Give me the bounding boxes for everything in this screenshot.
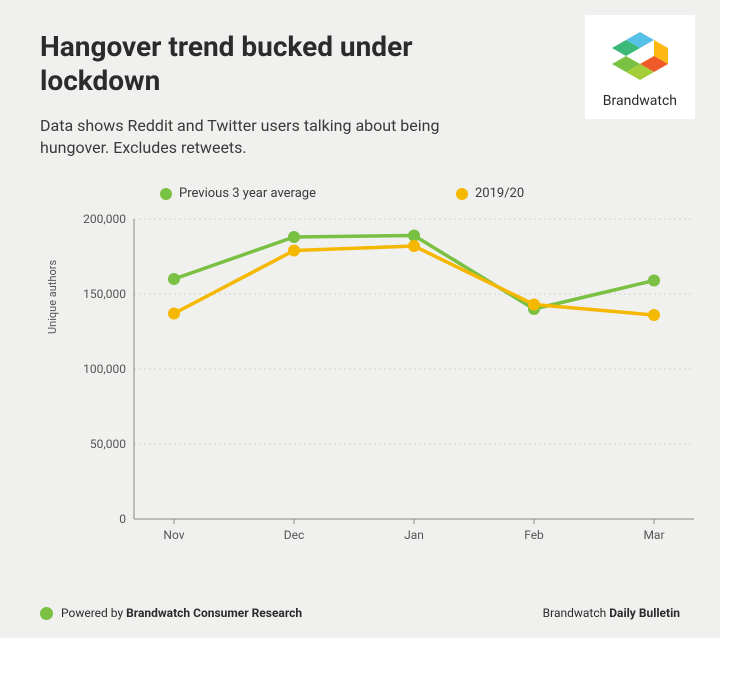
svg-text:Dec: Dec bbox=[284, 528, 305, 542]
svg-text:0: 0 bbox=[119, 512, 126, 526]
footer-dot-icon bbox=[40, 607, 53, 620]
footer-prefix: Powered by bbox=[61, 606, 126, 620]
y-axis-label: Unique authors bbox=[46, 260, 59, 334]
title-block: Hangover trend bucked under lockdown Dat… bbox=[40, 30, 460, 158]
footer-right: Brandwatch Daily Bulletin bbox=[543, 606, 680, 620]
chart-title: Hangover trend bucked under lockdown bbox=[40, 30, 460, 97]
svg-text:100,000: 100,000 bbox=[83, 362, 126, 376]
legend-dot-icon bbox=[160, 188, 172, 200]
footer-brand: Brandwatch Consumer Research bbox=[126, 606, 302, 620]
line-chart-svg: 0 50,000 100,000 150,000 200,000 Nov Dec Jan Feb… bbox=[74, 209, 704, 549]
chart-legend: Previous 3 year average 2019/20 bbox=[160, 186, 680, 201]
footer-attribution: Powered by Brandwatch Consumer Research bbox=[40, 606, 302, 620]
chart-card: Hangover trend bucked under lockdown Dat… bbox=[0, 0, 720, 638]
legend-dot-icon bbox=[456, 188, 468, 200]
chart-plot-area: Unique authors 050,000100,000150,000200,… bbox=[74, 209, 674, 539]
chart-subtitle: Data shows Reddit and Twitter users talk… bbox=[40, 115, 440, 158]
svg-text:Nov: Nov bbox=[163, 528, 184, 542]
footer-right-bold: Daily Bulletin bbox=[609, 606, 680, 620]
svg-text:150,000: 150,000 bbox=[83, 287, 126, 301]
brand-name: Brandwatch bbox=[603, 93, 677, 109]
footer-right-prefix: Brandwatch bbox=[543, 606, 610, 620]
legend-label: 2019/20 bbox=[475, 186, 524, 201]
svg-text:Feb: Feb bbox=[524, 528, 544, 542]
svg-text:50,000: 50,000 bbox=[90, 437, 126, 451]
brand-logo-box: Brandwatch bbox=[585, 15, 695, 119]
legend-label: Previous 3 year average bbox=[179, 186, 316, 201]
svg-text:200,000: 200,000 bbox=[83, 212, 126, 226]
svg-text:Mar: Mar bbox=[643, 528, 664, 542]
header-row: Hangover trend bucked under lockdown Dat… bbox=[40, 30, 680, 158]
chart-footer: Powered by Brandwatch Consumer Research … bbox=[40, 606, 680, 620]
legend-item-current: 2019/20 bbox=[456, 186, 524, 201]
footer-text: Powered by Brandwatch Consumer Research bbox=[61, 606, 302, 620]
legend-item-previous: Previous 3 year average bbox=[160, 186, 316, 201]
brandwatch-hex-icon bbox=[610, 29, 670, 83]
svg-text:Jan: Jan bbox=[404, 528, 424, 542]
